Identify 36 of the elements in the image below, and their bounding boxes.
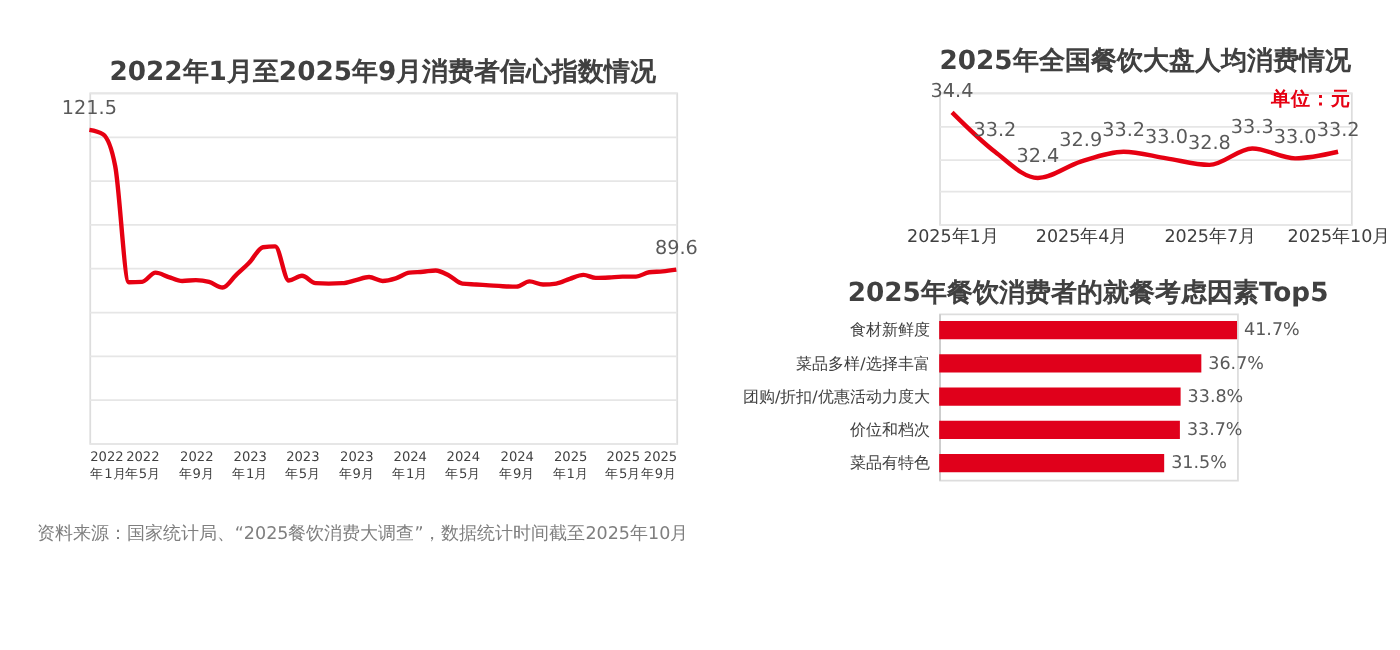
bar: [939, 454, 1165, 473]
bar: [939, 320, 1238, 340]
chart-title: 2025年餐饮消费者的就餐考虑因素Top5: [847, 277, 1329, 310]
x-tick-label: 2025年4月: [1035, 226, 1128, 249]
data-label: 33.8%: [1187, 387, 1244, 408]
data-label: 33.2: [973, 119, 1017, 142]
data-label: 89.6: [654, 237, 698, 260]
chart-title: 2022年1月至2025年9月消费者信心指数情况: [109, 56, 659, 89]
y-tick-label: 菜品多样/选择丰富: [796, 354, 930, 373]
y-tick-label: 菜品有特色: [849, 454, 930, 473]
data-label: 33.0: [1273, 126, 1317, 149]
annotation: 单位：元: [1268, 86, 1351, 111]
data-label: 33.7%: [1186, 421, 1243, 442]
text: 资料来源：国家统计局、“2025餐饮消费大调查”，数据统计时间截至2025年10月: [36, 523, 689, 546]
data-label: 41.7%: [1244, 321, 1300, 342]
x-tick-label: 2025年7月: [1164, 226, 1257, 249]
data-label: 33.3: [1230, 116, 1274, 139]
data-label: 33.2: [1102, 119, 1146, 142]
data-label: 32.4: [1016, 146, 1060, 169]
bar: [939, 420, 1180, 440]
chart-title: 2025年全国餐饮大盘人均消费情况: [939, 46, 1353, 77]
data-label: 33.2: [1316, 119, 1360, 142]
data-label: 33.0: [1145, 126, 1188, 149]
y-tick-label: 食材新鲜度: [849, 321, 930, 340]
data-label: 32.8: [1187, 133, 1231, 156]
bar: [939, 354, 1202, 373]
data-label: 121.5: [61, 98, 117, 121]
x-tick-label: 2025年1月: [907, 226, 999, 249]
data-label: 32.9: [1059, 129, 1103, 152]
bar: [939, 387, 1181, 406]
data-label: 34.4: [930, 80, 974, 103]
y-tick-label: 价位和档次: [847, 421, 930, 440]
data-label: 31.5%: [1171, 454, 1227, 475]
y-tick-label: 团购/折扣/优惠活动力度大: [742, 387, 930, 406]
data-label: 36.7%: [1208, 354, 1264, 375]
x-tick-label: 2025年10月: [1287, 226, 1391, 249]
